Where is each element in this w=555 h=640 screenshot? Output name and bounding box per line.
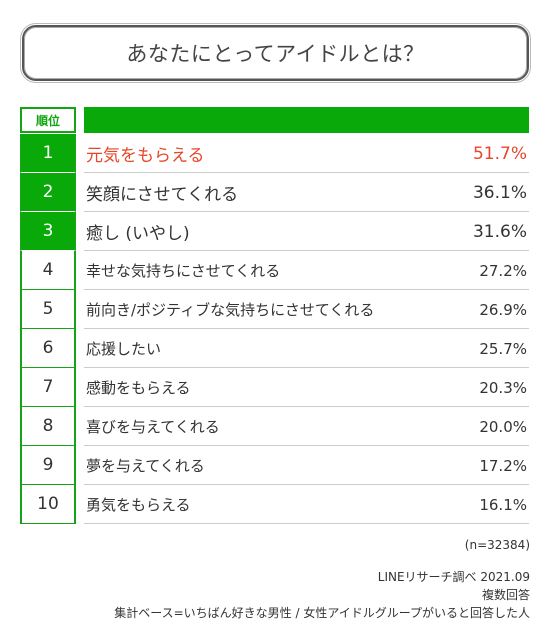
rank-cell: 2 (20, 173, 76, 212)
row-divider (84, 328, 529, 329)
chart-title: あなたにとってアイドルとは？ (22, 25, 529, 81)
row-divider (84, 445, 529, 446)
table-row: 5 前向き/ポジティブな気持ちにさせてくれる 26.9% (20, 290, 529, 329)
table-row: 10 勇気をもらえる 16.1% (20, 485, 529, 524)
table-row: 1 元気をもらえる 51.7% (20, 134, 529, 173)
row-divider (84, 484, 529, 485)
item-value: 27.2% (479, 261, 527, 280)
item-label: 感動をもらえる (86, 379, 191, 397)
item-value: 31.6% (472, 221, 527, 242)
row-divider (84, 172, 529, 173)
table-row: 3 癒し (いやし) 31.6% (20, 212, 529, 251)
table-row: 8 喜びを与えてくれる 20.0% (20, 407, 529, 446)
item-label: 元気をもらえる (86, 146, 205, 166)
item-value: 20.3% (479, 378, 527, 397)
table-row: 4 幸せな気持ちにさせてくれる 27.2% (20, 251, 529, 290)
rank-cell: 1 (20, 134, 76, 173)
row-divider (84, 250, 529, 251)
rank-cell: 5 (20, 290, 76, 329)
item-value: 20.0% (479, 417, 527, 436)
item-label: 幸せな気持ちにさせてくれる (86, 262, 281, 280)
rank-cell: 6 (20, 329, 76, 368)
row-divider (84, 211, 529, 212)
row-divider (84, 406, 529, 407)
item-label: 喜びを与えてくれる (86, 418, 220, 436)
table-row: 6 応援したい 25.7% (20, 329, 529, 368)
item-value: 17.2% (479, 456, 527, 475)
table-row: 2 笑顔にさせてくれる 36.1% (20, 173, 529, 212)
item-label: 勇気をもらえる (86, 496, 191, 514)
rank-cell: 10 (20, 485, 76, 524)
rank-cell: 7 (20, 368, 76, 407)
row-divider (84, 523, 529, 524)
item-value: 36.1% (472, 182, 527, 203)
rank-cell: 9 (20, 446, 76, 485)
rank-cell: 8 (20, 407, 76, 446)
header-bar (84, 107, 529, 133)
base-note: 集計ベース=いちばん好きな男性 / 女性アイドルグループがいると回答した人 (114, 606, 530, 620)
rank-cell: 4 (20, 251, 76, 290)
table-row: 9 夢を与えてくれる 17.2% (20, 446, 529, 485)
item-label: 前向き/ポジティブな気持ちにさせてくれる (86, 301, 375, 319)
rank-cell: 3 (20, 212, 76, 251)
table-row: 7 感動をもらえる 20.3% (20, 368, 529, 407)
item-value: 25.7% (479, 339, 527, 358)
row-divider (84, 289, 529, 290)
item-value: 51.7% (472, 143, 527, 164)
source-note: LINEリサーチ調べ 2021.09 (377, 570, 530, 584)
rank-header: 順位 (20, 107, 76, 133)
item-label: 癒し (いやし) (86, 224, 190, 244)
item-label: 応援したい (86, 340, 162, 358)
row-divider (84, 367, 529, 368)
method-note: 複数回答 (481, 588, 530, 602)
title-frame (20, 23, 531, 83)
item-value: 26.9% (479, 300, 527, 319)
item-label: 笑顔にさせてくれる (86, 185, 239, 205)
item-label: 夢を与えてくれる (86, 457, 205, 475)
sample-size: (n=32384) (464, 538, 530, 552)
item-value: 16.1% (479, 495, 527, 514)
